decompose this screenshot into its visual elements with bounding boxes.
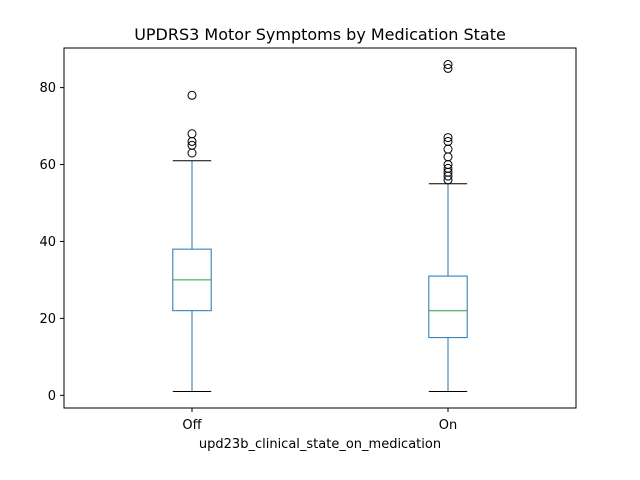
iqr-box bbox=[428, 275, 468, 339]
y-tick-label: 60 bbox=[39, 158, 56, 173]
x-tick-label: Off bbox=[182, 418, 202, 433]
outlier-point bbox=[187, 148, 197, 158]
chart-title: UPDRS3 Motor Symptoms by Medication Stat… bbox=[134, 25, 506, 44]
y-tick-label: 0 bbox=[48, 389, 56, 404]
y-tick-label: 20 bbox=[39, 312, 56, 327]
x-axis-label: upd23b_clinical_state_on_medication bbox=[199, 437, 441, 452]
outlier-point bbox=[443, 152, 453, 162]
outlier-point bbox=[443, 133, 453, 143]
y-tick-label: 40 bbox=[39, 235, 56, 250]
outlier-point bbox=[187, 129, 197, 139]
outlier-point bbox=[443, 136, 453, 146]
y-tick-label: 80 bbox=[39, 81, 56, 96]
x-tick-label: On bbox=[439, 418, 457, 433]
outlier-point bbox=[443, 144, 453, 154]
outlier-point bbox=[443, 60, 453, 70]
outlier-point bbox=[187, 140, 197, 150]
outlier-point bbox=[443, 63, 453, 73]
outlier-point bbox=[187, 90, 197, 100]
plot-area-frame bbox=[63, 47, 577, 409]
outlier-point bbox=[443, 163, 453, 173]
